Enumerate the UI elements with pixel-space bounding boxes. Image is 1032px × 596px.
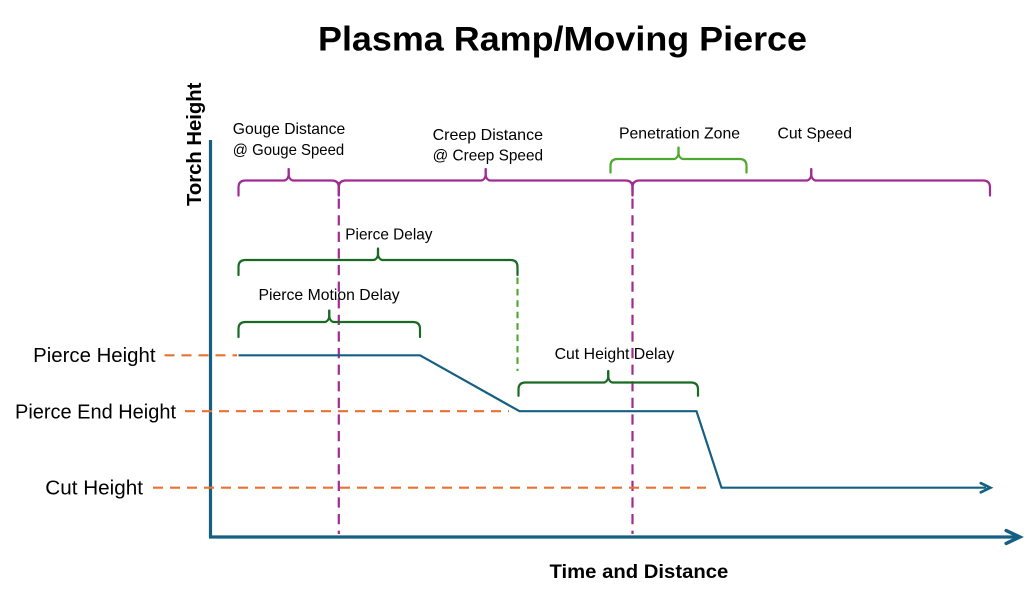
svg-text:@ Creep Speed: @ Creep Speed [433, 147, 543, 164]
svg-text:Cut Height Delay: Cut Height Delay [555, 346, 675, 363]
svg-text:Plasma Ramp/Moving Pierce: Plasma Ramp/Moving Pierce [318, 20, 807, 58]
svg-text:Gouge Distance: Gouge Distance [233, 121, 345, 138]
svg-text:Pierce Motion Delay: Pierce Motion Delay [259, 287, 400, 304]
svg-text:Pierce End Height: Pierce End Height [15, 401, 176, 423]
svg-text:@ Gouge Speed: @ Gouge Speed [233, 142, 344, 159]
svg-text:Pierce Delay: Pierce Delay [345, 226, 432, 243]
svg-text:Cut Height: Cut Height [45, 478, 143, 500]
svg-text:Creep Distance: Creep Distance [433, 127, 543, 144]
svg-text:Torch Height: Torch Height [184, 82, 206, 206]
svg-text:Penetration Zone: Penetration Zone [619, 125, 740, 142]
svg-text:Cut Speed: Cut Speed [778, 126, 853, 143]
svg-text:Pierce Height: Pierce Height [33, 345, 156, 367]
svg-text:Time and Distance: Time and Distance [550, 562, 729, 583]
